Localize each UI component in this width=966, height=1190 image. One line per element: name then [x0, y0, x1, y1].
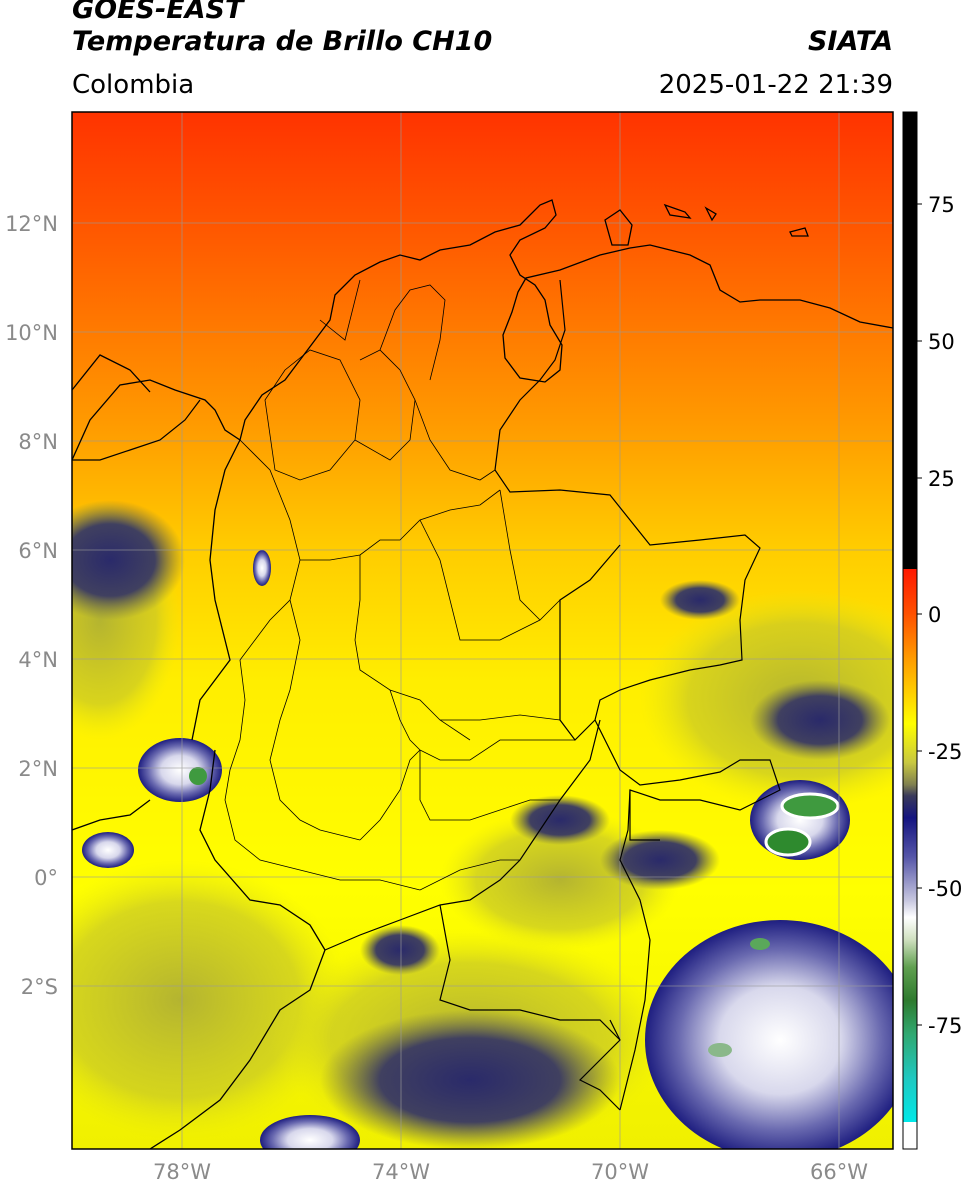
navy-cloud-regions [72, 500, 890, 1149]
timestamp-label: 2025-01-22 21:39 [658, 70, 893, 100]
product-title: Temperatura de Brillo CH10 [72, 26, 493, 57]
lat-tick: 0° [34, 866, 58, 890]
coastlines [72, 199, 893, 1149]
lon-tick: 78°W [153, 1160, 211, 1184]
lon-tick: 74°W [372, 1160, 430, 1184]
colorbar-tick: 75 [928, 193, 955, 217]
lat-tick: 2°S [21, 975, 58, 999]
gridlines [72, 112, 893, 1149]
colorbar: 75 50 25 0 -25 -50 -75 [902, 111, 962, 1150]
lat-tick: 2°N [18, 757, 58, 781]
country-borders [72, 279, 781, 1111]
satellite-title: GOES-EAST [72, 0, 244, 25]
deep-convection-cores [82, 550, 893, 1149]
region-label: Colombia [72, 70, 195, 100]
colorbar-tick: -75 [928, 1014, 962, 1038]
lat-tick: 10°N [5, 321, 58, 345]
colorbar-gradient [903, 569, 917, 1122]
lat-tick: 6°N [18, 539, 58, 563]
longitude-axis: 78°W 74°W 70°W 66°W [153, 1160, 868, 1184]
lat-tick: 12°N [5, 212, 58, 236]
latitude-axis: 12°N 10°N 8°N 6°N 4°N 2°N 0° 2°S [5, 212, 58, 999]
colorbar-frame [902, 111, 918, 1150]
department-borders [224, 279, 575, 891]
colorbar-tick: -25 [928, 740, 962, 764]
colorbar-tick: 25 [928, 467, 955, 491]
colorbar-black-segment [903, 112, 917, 569]
lon-tick: 70°W [591, 1160, 649, 1184]
colorbar-tick: 0 [928, 603, 941, 627]
colorbar-white-segment [903, 1122, 917, 1149]
coldest-cloud-tops [189, 767, 840, 1057]
colorbar-tick: -50 [928, 877, 962, 901]
brand-label: SIATA [807, 26, 893, 57]
colorbar-tick: 50 [928, 330, 955, 354]
lon-tick: 66°W [810, 1160, 868, 1184]
lat-tick: 8°N [18, 430, 58, 454]
map-frame [71, 111, 894, 1150]
lat-tick: 4°N [18, 648, 58, 672]
